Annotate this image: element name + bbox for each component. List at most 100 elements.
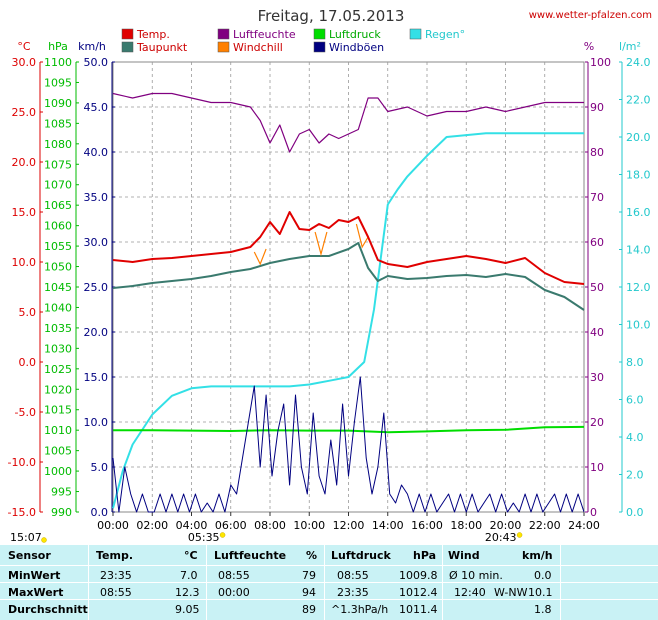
hum-tick-label: 100 (590, 56, 611, 69)
press-tick-label: 1020 (44, 383, 72, 396)
press-tick-label: 1075 (44, 158, 72, 171)
row-max-temp-val: 12.3 (175, 586, 200, 599)
site-link[interactable]: www.wetter-pfalzen.com (529, 10, 652, 21)
row-avg-press-val: 1011.4 (399, 603, 438, 616)
rain-tick-label: 4.0 (626, 431, 644, 444)
rain-tick-label: 24.0 (626, 56, 651, 69)
rain-tick-label: 2.0 (626, 469, 644, 482)
legend-label-5: Windchill (233, 41, 283, 54)
press-tick-label: 1080 (44, 138, 72, 151)
wind-tick-label: 5.0 (91, 461, 109, 474)
row-max-press-time: 23:35 (337, 586, 369, 599)
row-min-press-val: 1009.8 (399, 569, 438, 582)
press-tick-label: 1055 (44, 240, 72, 253)
hdr-temp-unit: °C (184, 549, 198, 562)
hdr-temp: Temp. (96, 549, 134, 562)
hdr-wind-unit: km/h (522, 549, 553, 562)
press-tick-label: 1000 (44, 465, 72, 478)
hdr-sensor: Sensor (8, 549, 51, 562)
press-tick-label: 1100 (44, 56, 72, 69)
plot-area (112, 61, 585, 513)
press-tick-label: 1015 (44, 404, 72, 417)
press-tick-label: 1035 (44, 322, 72, 335)
hum-tick-label: 70 (590, 191, 604, 204)
row-min-wind-label: Ø 10 min. (449, 569, 503, 582)
sun-info: 15:07 05:35 20:43 (10, 531, 523, 544)
hdr-press-unit: hPa (413, 549, 437, 562)
rain-tick-label: 20.0 (626, 131, 651, 144)
hum-tick-label: 60 (590, 236, 604, 249)
rain-tick-label: 14.0 (626, 244, 651, 257)
rain-tick-label: 10.0 (626, 319, 651, 332)
row-max-wind-time: 12:40 (454, 586, 486, 599)
divider (324, 545, 325, 620)
press-tick-label: 1060 (44, 220, 72, 233)
series-taupunkt (112, 242, 585, 311)
press-tick-label: 1085 (44, 117, 72, 130)
hdr-hum: Luftfeuchte (214, 549, 287, 562)
legend-label-6: Windböen (329, 41, 384, 54)
wind-tick-label: 30.0 (84, 236, 109, 249)
press-tick-label: 1050 (44, 261, 72, 274)
rain-tick-label: 22.0 (626, 94, 651, 107)
legend-swatch-1 (217, 28, 230, 40)
row-avg-temp-val: 9.05 (175, 603, 200, 616)
press-tick-label: 1045 (44, 281, 72, 294)
hum-tick-label: 50 (590, 281, 604, 294)
legend-swatch-2 (313, 28, 326, 40)
sunrise-time: 05:35 (188, 531, 220, 544)
time-tick-label: 18:00 (450, 519, 482, 532)
row-avg-label: Durchschnitt (8, 603, 88, 616)
wind-tick-label: 10.0 (84, 416, 109, 429)
divider (0, 582, 658, 583)
sun-icon (516, 532, 523, 538)
press-tick-label: 1010 (44, 424, 72, 437)
wind-tick-label: 35.0 (84, 191, 109, 204)
time-tick-label: 10:00 (293, 519, 325, 532)
hum-unit-label: % (584, 40, 594, 53)
row-avg-hum-val: 89 (302, 603, 316, 616)
wind-tick-label: 25.0 (84, 281, 109, 294)
time-tick-label: 22:00 (529, 519, 561, 532)
temp-tick-label: -5.0 (15, 406, 36, 419)
series-luftfeuchte (112, 92, 584, 153)
divider (442, 545, 443, 620)
temp-tick-label: 15.0 (12, 206, 37, 219)
hum-tick-label: 20 (590, 416, 604, 429)
legend-swatch-4 (121, 41, 134, 53)
hum-tick-label: 30 (590, 371, 604, 384)
temp-tick-label: 10.0 (12, 256, 37, 269)
press-tick-label: 1095 (44, 76, 72, 89)
hum-tick-label: 40 (590, 326, 604, 339)
row-min-temp-val: 7.0 (180, 569, 198, 582)
time-tick-label: 16:00 (411, 519, 443, 532)
hdr-press: Luftdruck (331, 549, 391, 562)
temp-tick-label: 0.0 (19, 356, 37, 369)
hum-tick-label: 10 (590, 461, 604, 474)
sunset-time: 20:43 (485, 531, 517, 544)
right-axes: 100908070605040302010024.022.020.018.016… (585, 56, 651, 519)
rain-tick-label: 0.0 (626, 506, 644, 519)
legend-swatch-0 (121, 28, 134, 40)
series-temp (112, 211, 585, 285)
row-avg-press-trend: ^1.3hPa/h (331, 603, 389, 616)
legend-swatch-5 (217, 41, 230, 53)
time-tick-label: 06:00 (215, 519, 247, 532)
time-tick-label: 24:00 (568, 519, 600, 532)
row-min-temp-time: 23:35 (100, 569, 132, 582)
wind-tick-label: 0.0 (91, 506, 109, 519)
row-max-hum-val: 94 (302, 586, 316, 599)
press-tick-label: 1040 (44, 301, 72, 314)
legend-label-1: Luftfeuchte (233, 28, 296, 41)
legend: Temp. Luftfeuchte Luftdruck Regen° Taupunkt W… (121, 28, 465, 54)
press-tick-label: 1090 (44, 97, 72, 110)
temp-tick-label: -10.0 (8, 456, 36, 469)
weather-chart: www.wetter-pfalzen.com Freitag, 17.05.20… (8, 7, 652, 544)
series-lines (112, 92, 585, 513)
row-max-hum-time: 00:00 (218, 586, 250, 599)
press-tick-label: 1005 (44, 445, 72, 458)
divider (560, 545, 561, 620)
row-min-hum-time: 08:55 (218, 569, 250, 582)
series-windchill (314, 231, 328, 257)
legend-label-4: Taupunkt (136, 41, 188, 54)
